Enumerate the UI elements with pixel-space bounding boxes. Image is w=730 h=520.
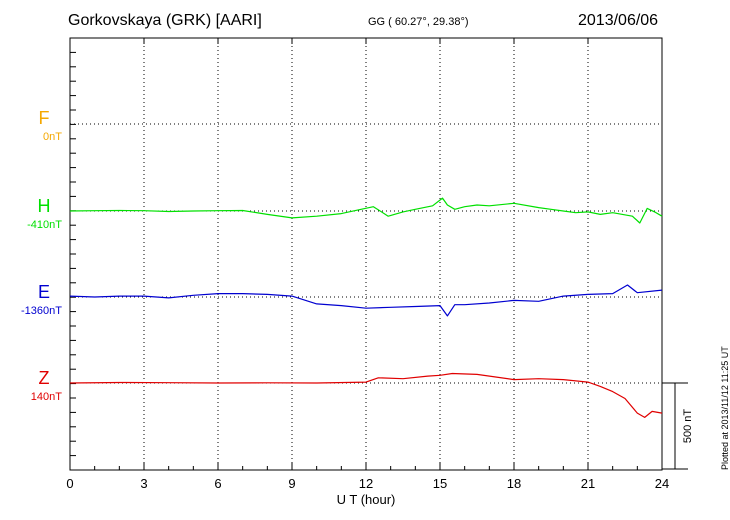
series-baseline-h: -410nT <box>27 219 62 231</box>
x-tick-label: 3 <box>140 476 147 491</box>
chart-date: 2013/06/06 <box>578 12 659 29</box>
station-coordinates: GG ( 60.27°, 29.38°) <box>368 16 469 28</box>
x-tick-label: 9 <box>288 476 295 491</box>
series-name-f: F <box>39 108 50 128</box>
scale-bar-label: 500 nT <box>682 409 694 444</box>
series-baseline-z: 140nT <box>31 391 62 403</box>
series-line-z <box>69 372 663 418</box>
plotted-timestamp: Plotted at 2013/11/12 11:25 UT <box>720 346 730 470</box>
x-tick-label: 6 <box>214 476 221 491</box>
series-name-h: H <box>38 196 51 216</box>
x-tick-label: 18 <box>507 476 521 491</box>
series-line-e <box>69 284 663 317</box>
series-line-h <box>69 197 663 224</box>
x-axis-label: U T (hour) <box>337 492 396 507</box>
x-tick-label: 0 <box>66 476 73 491</box>
x-tick-label: 21 <box>581 476 595 491</box>
series-name-e: E <box>38 282 50 302</box>
x-tick-label: 12 <box>359 476 373 491</box>
series-name-z: Z <box>39 368 50 388</box>
x-tick-label: 24 <box>655 476 669 491</box>
series-baseline-e: -1360nT <box>21 305 62 317</box>
station-title: Gorkovskaya (GRK) [AARI] <box>68 12 262 29</box>
x-tick-label: 15 <box>433 476 447 491</box>
series-baseline-f: 0nT <box>43 131 62 143</box>
